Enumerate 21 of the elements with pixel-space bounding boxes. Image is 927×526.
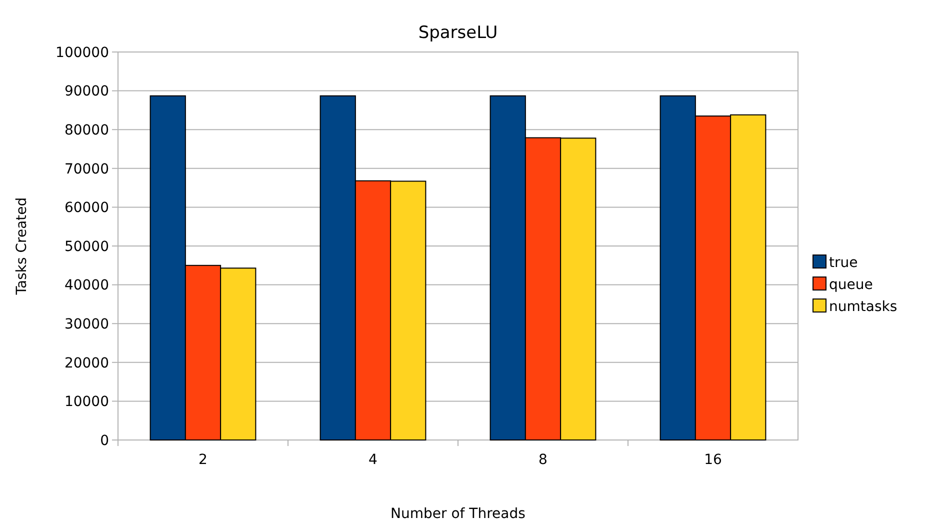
y-tick-label: 100000 [56, 44, 109, 61]
y-tick-label: 10000 [64, 394, 109, 410]
y-tick-label: 20000 [64, 355, 109, 372]
y-tick-label: 0 [100, 432, 109, 449]
y-tick-label: 40000 [64, 278, 109, 294]
y-axis-title: Tasks Created [14, 197, 30, 296]
legend-label: true [829, 255, 858, 271]
x-tick-label: 2 [198, 452, 208, 468]
chart-title: SparseLU [418, 23, 498, 43]
y-tick-label: 30000 [64, 316, 109, 332]
legend-label: queue [829, 277, 873, 293]
x-tick-label: 16 [704, 452, 722, 468]
x-tick-label: 8 [538, 452, 548, 468]
y-tick-label: 80000 [64, 122, 109, 138]
x-tick-label: 4 [368, 452, 378, 468]
y-tick-label: 70000 [64, 161, 109, 178]
y-tick-label: 90000 [64, 84, 109, 100]
y-tick-label: 50000 [64, 238, 109, 255]
y-tick-label: 60000 [64, 200, 109, 216]
legend-label: numtasks [829, 299, 898, 315]
x-axis-title: Number of Threads [390, 506, 526, 522]
